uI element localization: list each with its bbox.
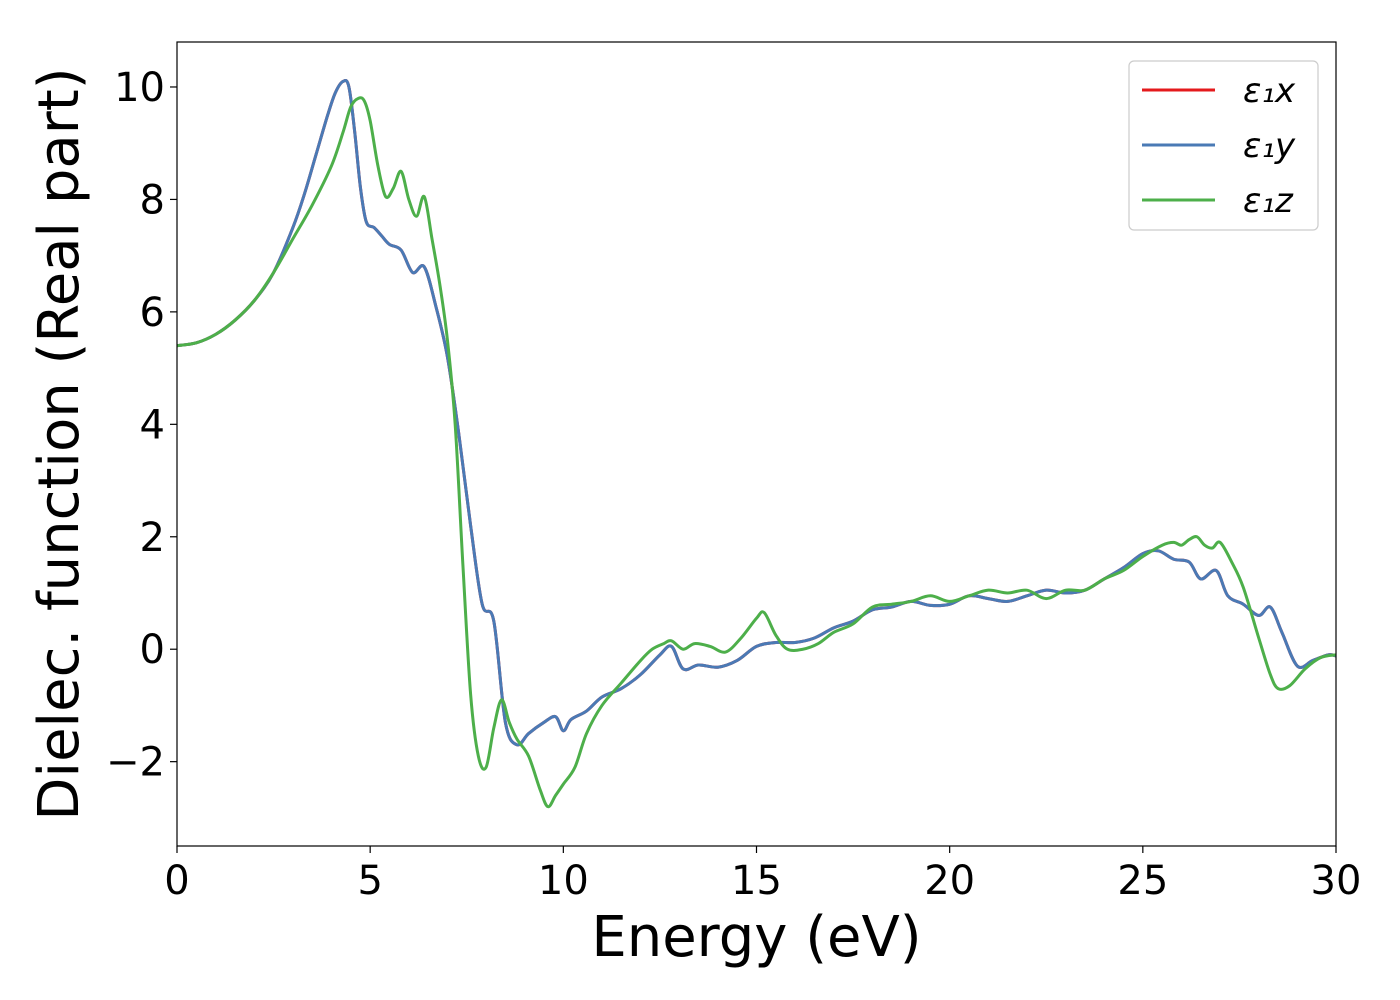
y-tick-label: 0 — [140, 627, 165, 673]
legend-label-3: ε₁z — [1243, 181, 1294, 221]
y-tick-label: 10 — [114, 65, 165, 111]
x-tick-label: 25 — [1117, 858, 1168, 904]
y-axis-label: Dielec. function (Real part) — [27, 67, 92, 820]
y-axis: −2 0 2 4 6 8 10 — [106, 65, 177, 786]
x-axis-label: Energy (eV) — [591, 905, 921, 970]
x-axis: 0 5 10 15 20 25 30 — [164, 846, 1361, 904]
x-tick-label: 5 — [357, 858, 382, 904]
y-tick-label: 2 — [140, 515, 165, 561]
y-tick-label: −2 — [106, 740, 165, 786]
legend-box — [1128, 60, 1319, 231]
x-tick-label: 20 — [924, 858, 975, 904]
series-group — [177, 79, 1336, 809]
series-line-3 — [177, 96, 1336, 809]
y-tick-label: 6 — [140, 290, 165, 336]
legend-label-2: ε₁y — [1243, 126, 1296, 166]
x-tick-label: 30 — [1311, 858, 1362, 904]
y-tick-label: 8 — [140, 177, 165, 223]
legend: ε₁x ε₁y ε₁z — [1128, 60, 1319, 231]
legend-label-1: ε₁x — [1243, 71, 1296, 111]
y-tick-label: 4 — [140, 402, 165, 448]
x-tick-label: 0 — [164, 858, 189, 904]
x-tick-label: 15 — [731, 858, 782, 904]
x-tick-label: 10 — [538, 858, 589, 904]
